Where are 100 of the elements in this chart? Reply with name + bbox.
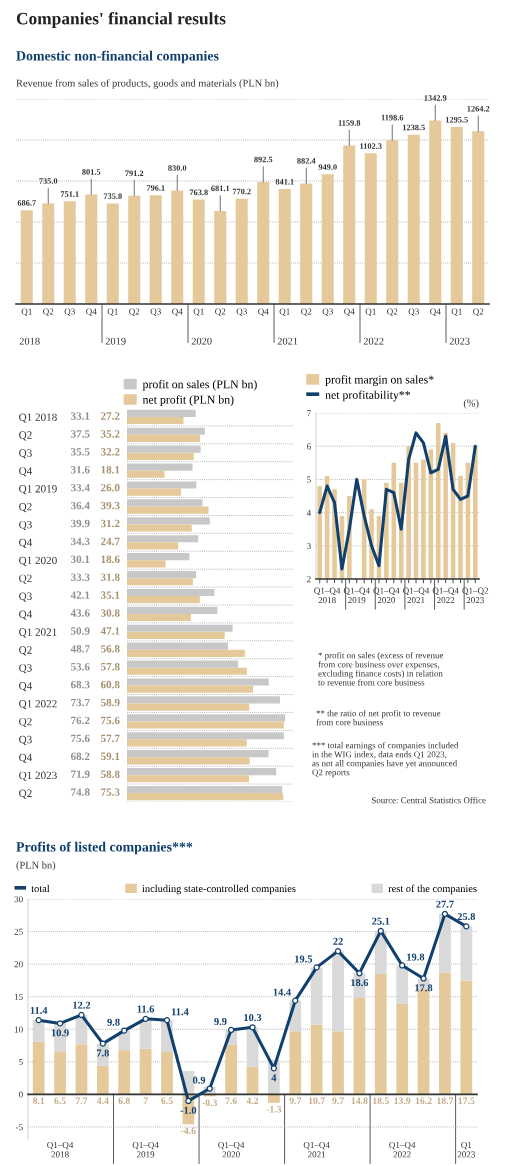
legend-label: net profit (PLN bn): [142, 395, 234, 407]
data-label: 17.5: [458, 1097, 475, 1105]
data-label: 13.9: [394, 1097, 411, 1105]
x-tick-label: Q1–Q2 2023: [462, 587, 489, 604]
data-label: 60.8: [100, 680, 120, 689]
y-tick-label: Q2: [19, 789, 32, 799]
data-label: 1264.2: [467, 105, 490, 112]
y-tick-label: 15: [14, 993, 23, 1000]
y-tick-label: Q1 2021: [19, 628, 57, 638]
data-label: 47.1: [100, 627, 120, 635]
data-label: 796.1: [146, 185, 165, 191]
data-label: 35.5: [70, 448, 90, 456]
data-label: 31.6: [70, 466, 90, 474]
x-tick-label: Q1–Q4 2021: [403, 587, 430, 604]
x-tick-label: Q3: [150, 308, 161, 316]
data-label: 9.7: [332, 1097, 344, 1105]
legend-label: profit margin on sales*: [325, 375, 434, 386]
y-tick-label: 6: [307, 443, 311, 450]
legend-label: including state-controlled companies: [142, 884, 296, 895]
data-label: 763.8: [189, 189, 208, 196]
y-tick-label: 5: [19, 1059, 23, 1066]
data-label: 27.2: [101, 412, 120, 420]
legend-label: profit on sales (PLN bn): [142, 379, 257, 391]
y-tick-label: -5: [15, 1124, 23, 1131]
data-label: 7.6: [225, 1097, 237, 1105]
x-tick-label: Q4: [172, 308, 183, 316]
data-label: 18.6: [351, 979, 369, 987]
data-label: 11.4: [30, 1006, 48, 1014]
text: * profit on sales (excess of revenue from core business over expenses, excluding finance costs) in relation to revenue from core business: [318, 652, 444, 686]
data-label: 12.2: [73, 1001, 91, 1009]
x-tick-label: Q3: [322, 308, 333, 316]
y-tick-label: Q3: [19, 520, 32, 531]
data-label: 681.1: [211, 185, 230, 192]
data-label: 57.8: [101, 662, 120, 671]
data-label: 686.7: [17, 200, 36, 206]
data-label: 18.5: [373, 1097, 389, 1105]
data-label: 27.7: [436, 900, 454, 908]
data-label: 10.3: [244, 1014, 262, 1022]
data-label: 1295.5: [445, 116, 468, 123]
x-tick-label: Q4: [344, 308, 355, 316]
data-label: 68.2: [70, 752, 90, 761]
data-label: 35.2: [100, 430, 120, 438]
y-tick-label: 30: [14, 896, 23, 903]
data-label: 73.7: [71, 698, 90, 707]
data-label: 10.9: [51, 1029, 69, 1037]
y-tick-label: 3: [307, 542, 311, 550]
data-label: 4.4: [96, 1097, 109, 1105]
y-tick-label: Q3: [19, 735, 32, 745]
y-tick-label: Q2: [19, 574, 32, 584]
data-label: 11.6: [137, 1005, 155, 1013]
source-note: Source: Central Statistics Office: [371, 796, 486, 804]
data-label: 4.2: [246, 1097, 259, 1105]
y-tick-label: 7: [307, 410, 311, 417]
y-tick-label: Q1 2018: [19, 413, 57, 423]
data-label: 25.1: [372, 917, 390, 925]
chart-subtitle: Domestic non-financial companies: [16, 50, 219, 64]
y-tick-label: Q1 2022: [19, 699, 57, 710]
chart-title: Profits of listed companies***: [16, 841, 193, 855]
y-tick-label: 0: [18, 1091, 23, 1098]
x-tick-label: Q2: [473, 308, 484, 316]
data-label: 31.8: [100, 573, 120, 581]
data-label: 1102.3: [360, 143, 382, 149]
data-label: 35.1: [100, 591, 120, 599]
y-axis-title: (PLN bn): [16, 861, 56, 871]
x-tick-label: Q1–Q4 2018: [314, 587, 341, 604]
text: 2020: [191, 337, 212, 345]
text: 2019: [105, 337, 126, 345]
data-label: 39.3: [100, 501, 120, 510]
data-label: 33.4: [70, 483, 90, 492]
x-tick-label: Q1: [365, 308, 376, 316]
legend-label: total: [31, 884, 50, 893]
data-label: 75.6: [71, 734, 90, 743]
data-label: 36.4: [70, 501, 90, 510]
data-label: 48.7: [70, 645, 90, 653]
data-label: 1159.8: [338, 120, 361, 126]
data-label: 1238.5: [402, 124, 425, 131]
data-label: 1198.6: [381, 114, 404, 121]
data-label: 33.1: [70, 412, 90, 420]
data-label: 801.5: [82, 169, 101, 175]
data-label: 735.8: [103, 193, 122, 200]
data-label: 882.4: [297, 158, 316, 164]
data-label: 18.1: [101, 465, 120, 474]
y-tick-label: Q2: [19, 646, 32, 656]
data-label: 751.1: [60, 191, 79, 197]
x-tick-label: Q1–Q4 2022: [389, 1141, 416, 1158]
x-tick-label: Q1: [279, 308, 290, 316]
y-tick-label: Q4: [19, 753, 33, 763]
data-label: 8.1: [32, 1097, 45, 1105]
y-tick-label: Q2: [19, 431, 32, 441]
x-tick-label: Q1–Q4 2020: [218, 1141, 245, 1158]
data-label: 43.6: [70, 609, 90, 617]
legend-label: net profitability**: [325, 390, 411, 402]
data-label: 7: [143, 1097, 148, 1104]
y-tick-label: Q2: [19, 503, 32, 513]
text: 2021: [277, 337, 298, 345]
text: 2022: [363, 337, 384, 345]
data-label: 31.2: [100, 519, 120, 528]
y-tick-label: Q4: [19, 538, 33, 548]
y-tick-label: 4: [306, 509, 311, 516]
y-tick-label: Q4: [19, 682, 33, 692]
